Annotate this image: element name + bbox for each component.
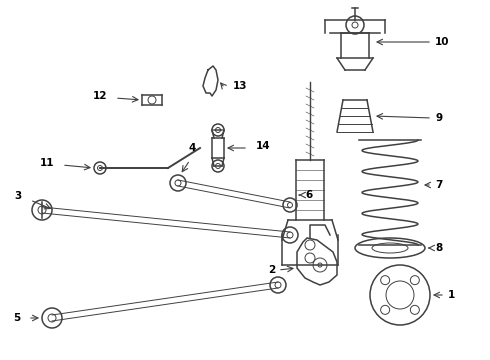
Text: 13: 13 [233,81,247,91]
Text: 11: 11 [40,158,54,168]
Text: 10: 10 [435,37,449,47]
Text: 8: 8 [435,243,442,253]
Text: 4: 4 [188,143,196,153]
Text: 9: 9 [435,113,442,123]
Text: 5: 5 [13,313,20,323]
Text: 1: 1 [448,290,455,300]
Text: 2: 2 [268,265,275,275]
Text: 12: 12 [93,91,107,101]
Text: 14: 14 [256,141,270,151]
Text: 3: 3 [15,191,22,201]
Text: 7: 7 [435,180,442,190]
Text: 6: 6 [305,190,312,200]
